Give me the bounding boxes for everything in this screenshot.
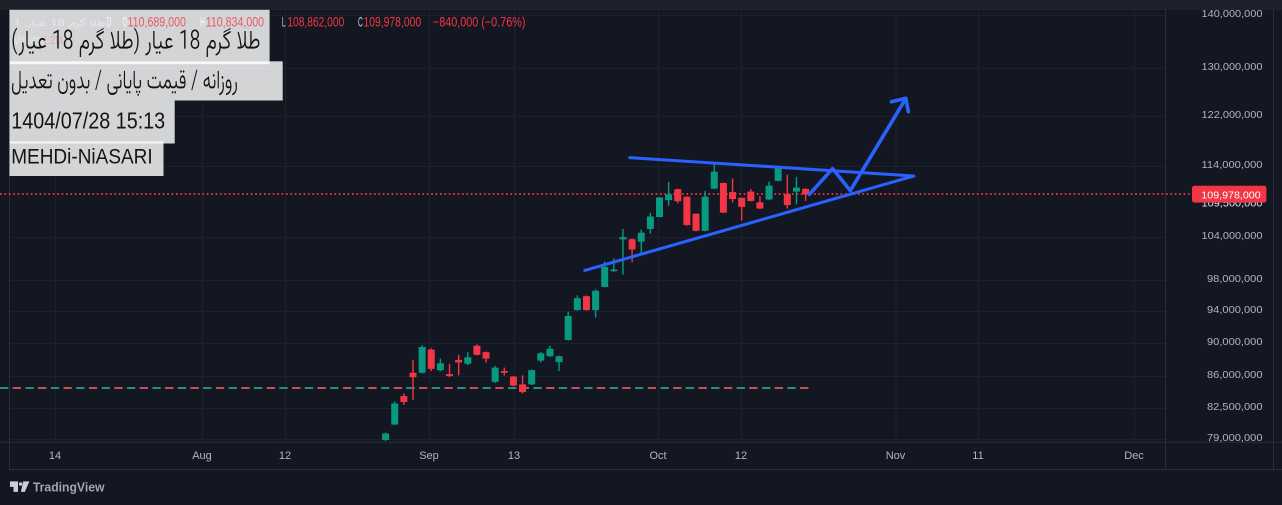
svg-text:Sep: Sep — [419, 450, 439, 462]
svg-text:14: 14 — [49, 450, 61, 462]
svg-text:110,834,000: 110,834,000 — [206, 15, 265, 30]
svg-text:Nov: Nov — [886, 450, 906, 462]
svg-text:L: L — [282, 15, 286, 30]
svg-text:Dec: Dec — [1124, 450, 1144, 462]
svg-text:13: 13 — [508, 450, 520, 462]
svg-text:D: D — [107, 15, 111, 30]
svg-text:−840,000 (−0.76%): −840,000 (−0.76%) — [433, 15, 526, 30]
svg-text:1404/07/28 15:13: 1404/07/28 15:13 — [11, 108, 165, 134]
svg-text:140,000,000: 140,000,000 — [1202, 8, 1263, 20]
svg-text:130,000,000: 130,000,000 — [1202, 61, 1263, 73]
svg-text:114,000,000: 114,000,000 — [1202, 159, 1263, 171]
svg-text:94,000,000: 94,000,000 — [1207, 304, 1263, 316]
svg-text:110,689,000: 110,689,000 — [128, 15, 187, 30]
svg-text:H: H — [200, 15, 205, 30]
svg-text:109,978,000: 109,978,000 — [1201, 190, 1260, 202]
svg-text:O: O — [123, 15, 127, 30]
svg-text:TradingView: TradingView — [33, 480, 105, 495]
svg-text:98,000,000: 98,000,000 — [1207, 273, 1263, 285]
svg-text:108,862,000: 108,862,000 — [287, 15, 344, 30]
svg-text:90,000,000: 90,000,000 — [1207, 336, 1263, 348]
svg-text:79,000,000: 79,000,000 — [1207, 432, 1263, 444]
svg-text:MEHDi-NiASARI: MEHDi-NiASARI — [11, 144, 153, 168]
svg-text:Oct: Oct — [649, 450, 666, 462]
svg-text:C: C — [358, 15, 363, 30]
svg-text:109,978,000: 109,978,000 — [363, 15, 421, 30]
svg-text:12: 12 — [279, 450, 291, 462]
svg-text:104,000,000: 104,000,000 — [1202, 230, 1263, 242]
svg-text:1.2M: 1.2M — [43, 34, 62, 48]
svg-text:12: 12 — [735, 450, 747, 462]
svg-text:Aug: Aug — [192, 450, 212, 462]
svg-text:122,000,000: 122,000,000 — [1202, 109, 1263, 121]
svg-text:82,500,000: 82,500,000 — [1207, 401, 1263, 413]
svg-text:86,000,000: 86,000,000 — [1207, 369, 1263, 381]
svg-text:Volume: Volume — [14, 34, 46, 48]
svg-text:11: 11 — [972, 450, 983, 462]
